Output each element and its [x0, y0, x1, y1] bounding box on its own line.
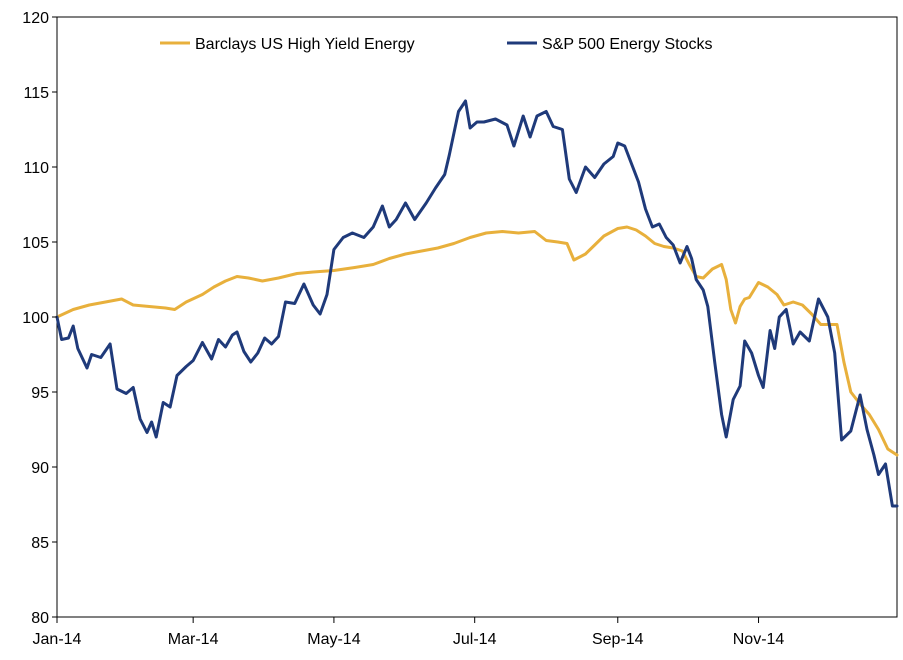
- y-tick-label: 100: [22, 310, 49, 327]
- series-layer: [55, 99, 899, 508]
- y-tick-label: 110: [23, 160, 49, 177]
- x-tick-label: Jul-14: [453, 631, 497, 648]
- y-tick-label: 105: [22, 235, 49, 252]
- x-tick-label: Mar-14: [168, 631, 219, 648]
- plot-area: [56, 16, 898, 618]
- y-tick-label: 115: [23, 85, 49, 102]
- legend-label-1: Barclays US High Yield Energy: [195, 36, 415, 53]
- y-tick-label: 90: [31, 460, 49, 477]
- plot-border: [56, 16, 898, 618]
- y-tick-label: 80: [31, 610, 49, 627]
- series-line-1: [55, 225, 899, 457]
- y-tick-label: 120: [22, 10, 49, 27]
- legend-label-2: S&P 500 Energy Stocks: [542, 36, 712, 53]
- legend: Barclays US High Yield Energy S&P 500 Ene…: [160, 36, 712, 53]
- y-axis: 80 85 90 95 100 105 110 115 120: [22, 10, 57, 627]
- y-tick-label: 85: [31, 535, 49, 552]
- series-line-2: [55, 99, 899, 508]
- x-tick-label: May-14: [307, 631, 360, 648]
- x-tick-label: Jan-14: [33, 631, 82, 648]
- x-axis: Jan-14 Mar-14 May-14 Jul-14 Sep-14 Nov-14: [33, 617, 785, 648]
- y-tick-label: 95: [31, 385, 49, 402]
- x-tick-label: Sep-14: [592, 631, 644, 648]
- x-tick-label: Nov-14: [733, 631, 785, 648]
